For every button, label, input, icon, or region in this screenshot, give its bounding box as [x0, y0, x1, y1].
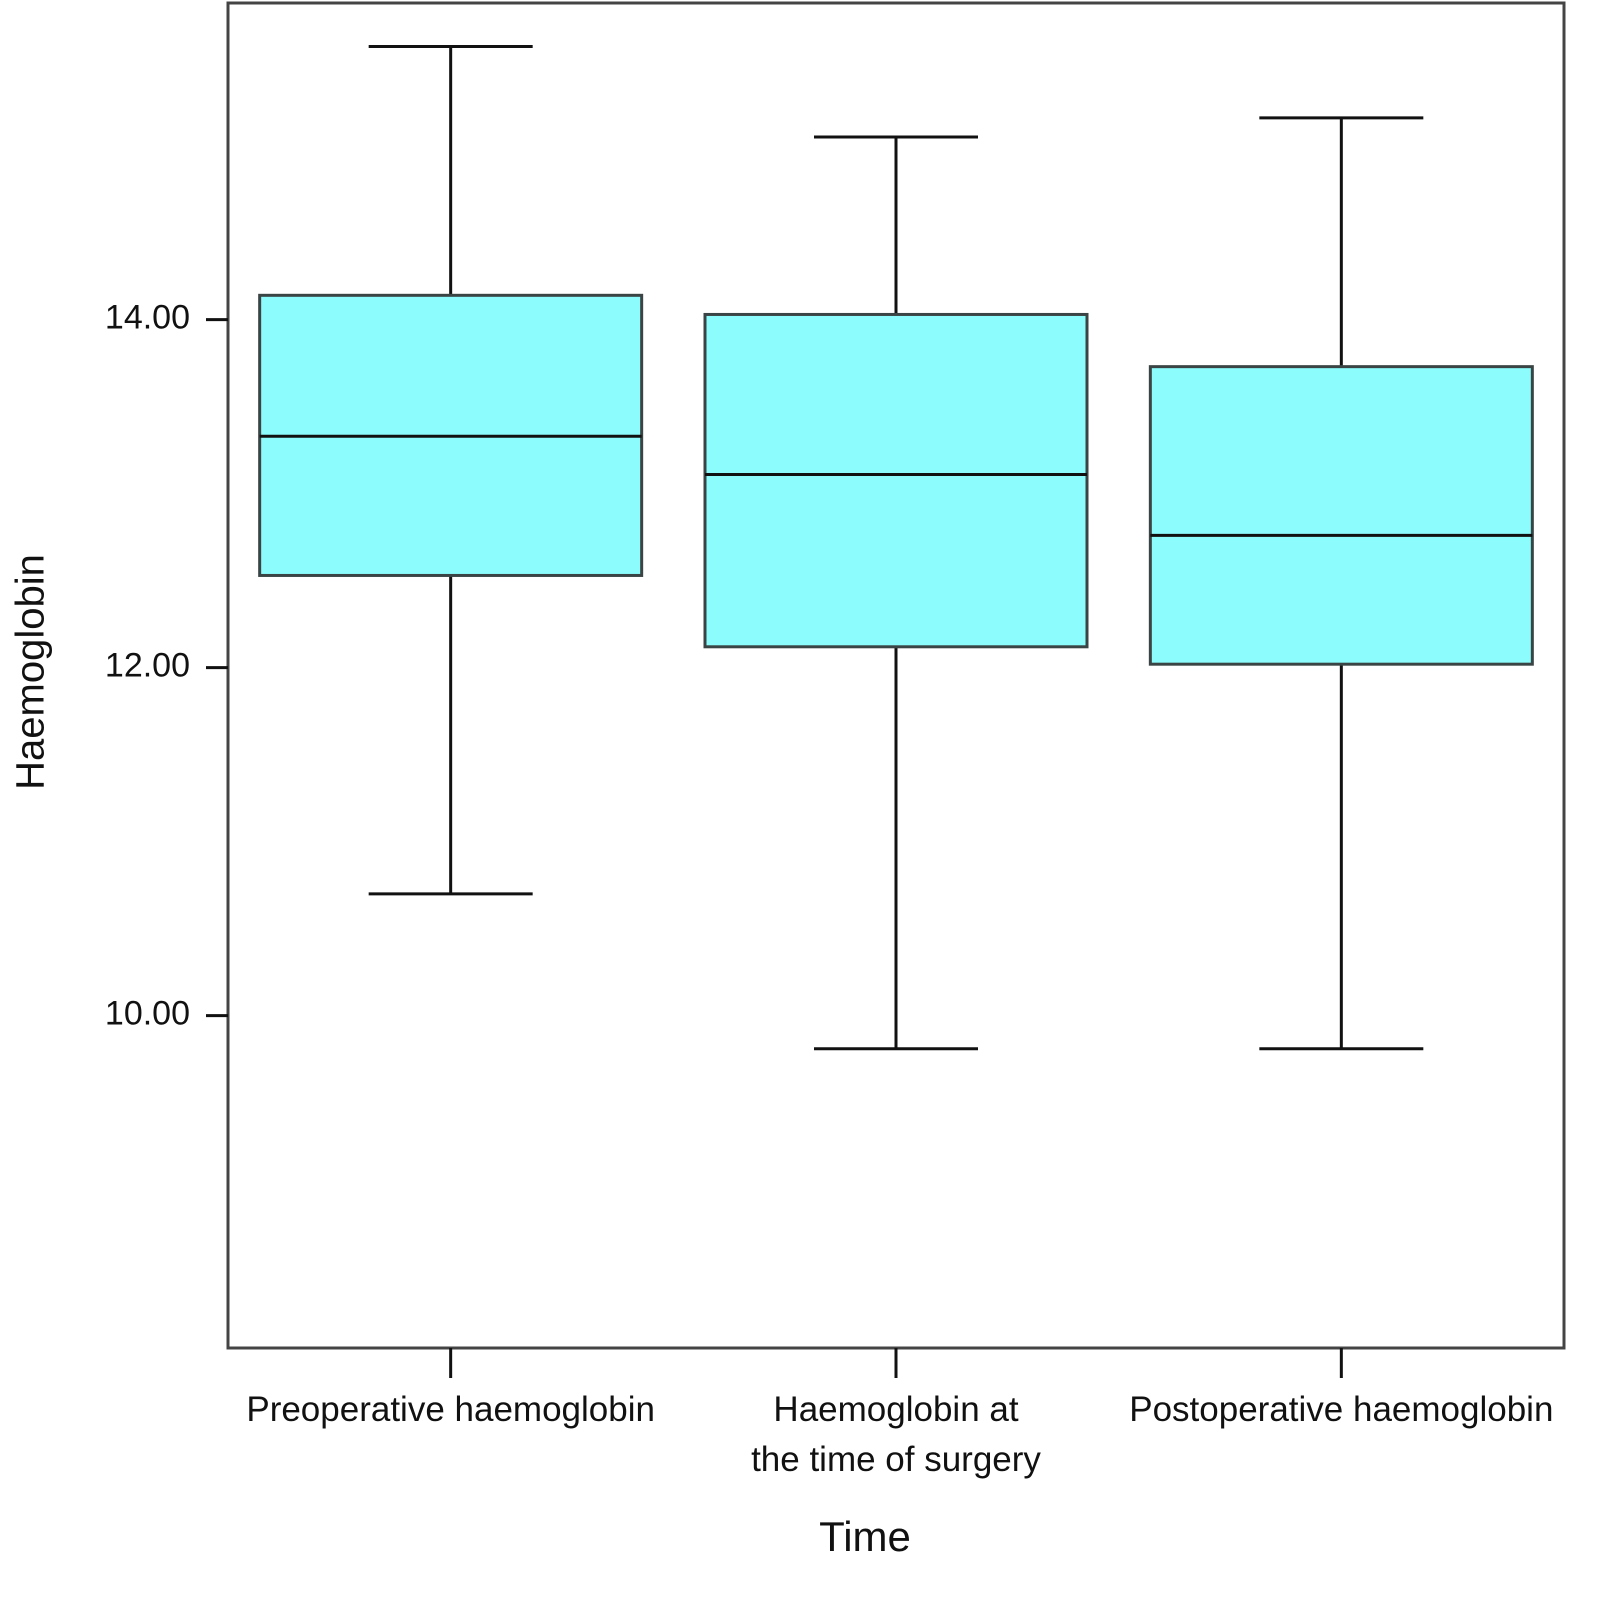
y-tick-label: 14.00: [105, 299, 190, 337]
box: [1148, 365, 1534, 666]
x-axis-title: Time: [819, 1513, 911, 1560]
y-tick-label: 12.00: [105, 647, 190, 685]
y-tick-label: 10.00: [105, 995, 190, 1033]
x-tick-label: Preoperative haemoglobin: [246, 1390, 655, 1429]
x-tick-label: Postoperative haemoglobin: [1129, 1390, 1554, 1429]
box: [703, 312, 1089, 649]
y-axis-title: Haemoglobin: [9, 554, 53, 790]
x-tick-label: Haemoglobin at the time of surgery: [751, 1390, 1041, 1479]
